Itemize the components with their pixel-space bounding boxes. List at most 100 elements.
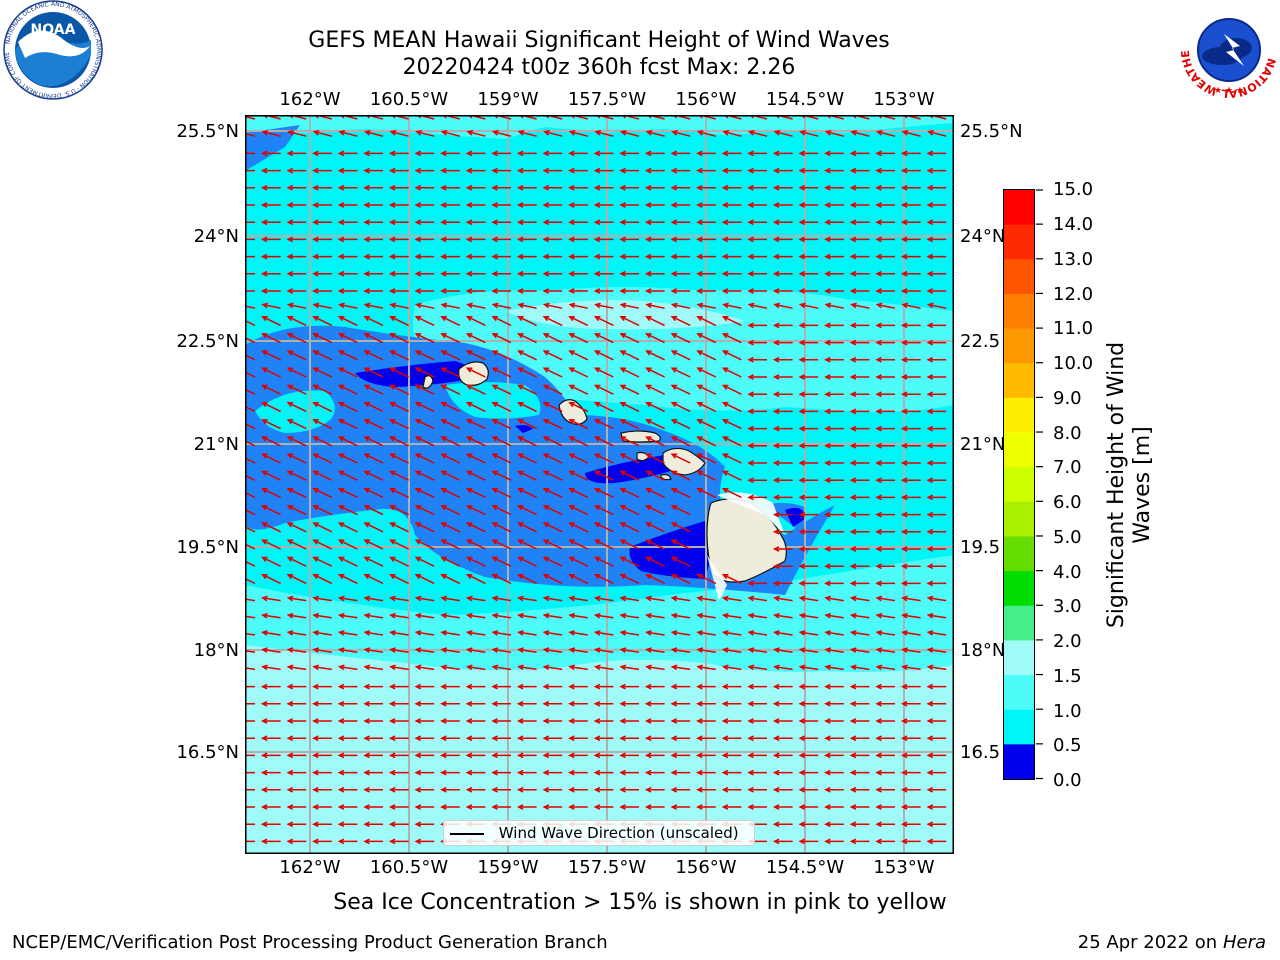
wind-wave-arrowhead: [619, 270, 626, 277]
wind-wave-arrowhead: [644, 786, 652, 793]
wind-wave-arrow: [492, 539, 512, 550]
wind-wave-arrow: [390, 367, 409, 378]
wind-wave-arrowhead: [491, 752, 498, 759]
wind-wave-arrow: [287, 539, 307, 550]
wind-wave-arrow: [749, 648, 768, 653]
wind-wave-arrow: [620, 574, 640, 585]
wind-wave-arrowhead: [721, 315, 729, 322]
wind-wave-arrowhead: [926, 322, 934, 329]
wind-wave-arrowhead: [875, 612, 883, 619]
wind-wave-arrowhead: [542, 288, 550, 294]
wind-wave-arrow: [365, 597, 384, 602]
wind-wave-arrow: [646, 539, 665, 550]
wind-wave-arrowhead: [772, 838, 780, 845]
colorbar-tick-label: 1.0: [1053, 701, 1082, 722]
wind-wave-arrowhead: [491, 470, 498, 476]
wind-wave-arrow: [288, 648, 307, 653]
wind-wave-arrowhead: [747, 322, 754, 329]
colorbar-tick-label: 9.0: [1053, 388, 1082, 409]
wind-wave-arrow: [671, 556, 691, 567]
wind-wave-arrowhead: [312, 470, 319, 476]
wind-wave-arrow: [825, 597, 844, 602]
colorbar-segment: [1004, 709, 1034, 745]
wind-wave-arrowhead: [440, 700, 447, 707]
wind-wave-arrowhead: [568, 333, 575, 339]
wind-wave-arrow: [390, 522, 409, 533]
wind-wave-arrowhead: [593, 786, 601, 793]
wind-wave-arrowhead: [772, 167, 780, 174]
wind-wave-arrowhead: [286, 612, 294, 619]
wind-wave-arrowhead: [491, 595, 499, 602]
wind-wave-arrowhead: [798, 612, 806, 619]
wind-wave-arrow: [825, 648, 844, 653]
wind-wave-arrow: [313, 316, 333, 327]
wind-wave-arrowhead: [645, 522, 652, 528]
wind-wave-arrowhead: [440, 288, 447, 294]
wind-wave-arrowhead: [926, 408, 934, 415]
wind-wave-arrowhead: [414, 436, 422, 442]
wind-wave-arrowhead: [670, 367, 678, 373]
wind-wave-arrowhead: [542, 401, 550, 408]
map-panel[interactable]: [245, 115, 954, 854]
wind-wave-arrow: [569, 402, 589, 413]
wind-wave-arrowhead: [798, 511, 806, 518]
wind-wave-arrowhead: [542, 219, 550, 226]
wind-wave-arrowhead: [337, 539, 345, 545]
wind-wave-arrowhead: [926, 595, 934, 602]
wind-wave-arrowhead: [849, 202, 857, 208]
wind-wave-arrow: [544, 597, 563, 602]
wind-wave-arrow: [620, 419, 640, 430]
wind-wave-arrow: [800, 303, 819, 309]
wind-wave-arrowhead: [465, 612, 473, 619]
wind-wave-arrowhead: [312, 236, 319, 243]
wind-wave-arrow: [620, 488, 640, 499]
wind-wave-arrowhead: [363, 804, 370, 810]
wind-wave-arrowhead: [465, 350, 473, 356]
wind-wave-arrowhead: [593, 573, 601, 580]
wind-wave-arrow: [441, 614, 460, 619]
wind-wave-arrowhead: [286, 838, 294, 845]
wind-wave-arrowhead: [517, 315, 524, 322]
wind-wave-arrow: [749, 631, 768, 636]
wind-wave-arrowhead: [465, 270, 473, 277]
lon-label-top: 156°W: [675, 89, 737, 110]
wind-wave-arrow: [671, 316, 691, 327]
wind-wave-arrow: [697, 350, 717, 361]
wind-wave-arrow: [595, 130, 614, 137]
wind-wave-arrow: [646, 453, 665, 464]
wind-wave-arrow: [390, 419, 409, 430]
map-legend: Wind Wave Direction (unscaled): [443, 820, 755, 846]
wind-wave-arrowhead: [926, 804, 934, 810]
wind-wave-arrowhead: [491, 786, 498, 793]
wind-wave-arrowhead: [901, 630, 908, 636]
wind-wave-arrowhead: [875, 718, 882, 724]
wind-wave-arrowhead: [721, 150, 729, 157]
wind-wave-arrow: [723, 130, 742, 137]
wind-wave-arrowhead: [288, 115, 294, 119]
wind-wave-arrowhead: [849, 219, 857, 226]
wind-wave-arrowhead: [875, 374, 882, 380]
wind-wave-arrow: [698, 303, 716, 309]
wind-wave-arrowhead: [491, 288, 498, 294]
wind-wave-arrowhead: [286, 219, 294, 226]
wind-wave-arrowhead: [388, 804, 396, 810]
wind-wave-arrowhead: [517, 130, 525, 136]
wind-wave-arrowhead: [338, 302, 345, 309]
wind-wave-arrowhead: [670, 556, 678, 562]
wind-wave-arrow: [620, 453, 640, 464]
wind-wave-arrowhead: [568, 630, 576, 636]
wind-wave-arrowhead: [721, 573, 729, 580]
wind-wave-arrowhead: [619, 384, 626, 390]
wind-wave-arrow: [697, 333, 717, 344]
wind-wave-arrow: [903, 130, 921, 137]
noaa-logo: NATIONAL OCEANIC AND ATMOSPHERIC ADMINIS…: [0, 0, 106, 100]
wind-wave-arrow: [313, 453, 333, 464]
wind-wave-arrow: [287, 419, 307, 430]
wind-wave-arrowhead: [465, 735, 473, 742]
wind-wave-arrowhead: [747, 167, 754, 174]
wind-wave-arrow: [595, 402, 614, 413]
wind-wave-arrowhead: [363, 595, 371, 602]
wind-wave-arrowhead: [773, 595, 780, 602]
wind-wave-arrowhead: [414, 735, 422, 742]
wind-wave-arrowhead: [800, 115, 806, 119]
